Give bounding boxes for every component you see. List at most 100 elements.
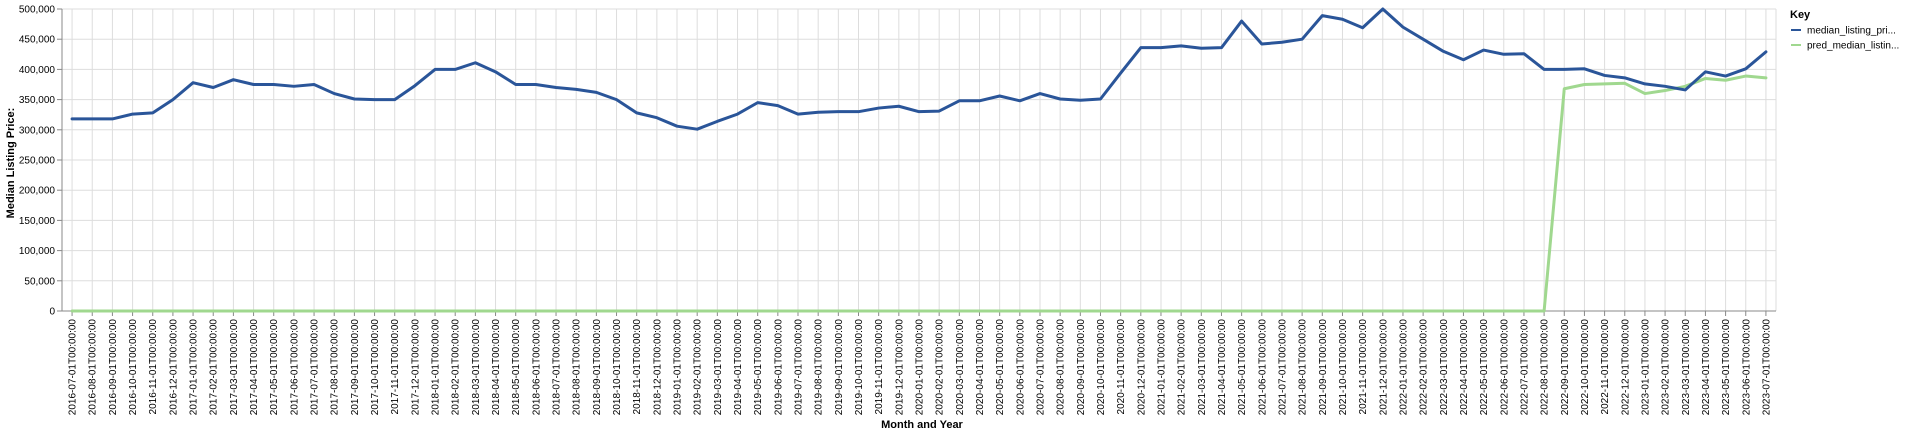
x-tick-label: 2019-11-01T00:00:00	[874, 319, 885, 415]
x-tick-label: 2018-01-01T00:00:00	[431, 319, 442, 416]
legend: Key median_listing_pri... pred_median_lis…	[1790, 9, 1899, 52]
grid-lines	[62, 8, 1777, 312]
legend-items: median_listing_pri... pred_median_listin.…	[1791, 26, 1899, 52]
x-tick-label: 2018-07-01T00:00:00	[552, 319, 563, 416]
x-tick-label: 2022-03-01T00:00:00	[1439, 319, 1450, 416]
x-tick-label: 2021-10-01T00:00:00	[1338, 319, 1349, 416]
x-tick-label: 2017-03-01T00:00:00	[229, 319, 240, 416]
y-axis-title: Median Listing Price:	[5, 108, 17, 219]
x-tick-label: 2016-07-01T00:00:00	[68, 319, 79, 416]
x-tick-label: 2018-06-01T00:00:00	[531, 319, 542, 416]
x-tick-label: 2020-09-01T00:00:00	[1076, 319, 1087, 416]
x-tick-label: 2020-11-01T00:00:00	[1116, 319, 1127, 415]
x-tick-label: 2020-10-01T00:00:00	[1096, 319, 1107, 416]
x-tick-label: 2017-09-01T00:00:00	[350, 319, 361, 416]
x-tick-label: 2018-03-01T00:00:00	[471, 319, 482, 416]
x-tick-label: 2018-12-01T00:00:00	[652, 319, 663, 416]
x-tick-label: 2019-08-01T00:00:00	[814, 319, 825, 416]
y-tick-label: 300,000	[19, 125, 56, 136]
y-tick-label: 350,000	[19, 95, 56, 106]
x-tick-label: 2020-04-01T00:00:00	[975, 319, 986, 416]
x-tick-label: 2022-12-01T00:00:00	[1620, 319, 1631, 416]
x-tick-label: 2019-04-01T00:00:00	[733, 319, 744, 416]
x-tick-label: 2022-09-01T00:00:00	[1560, 319, 1571, 416]
x-tick-label: 2018-10-01T00:00:00	[612, 319, 623, 416]
x-tick-label: 2016-09-01T00:00:00	[108, 319, 119, 416]
x-tick-label: 2021-02-01T00:00:00	[1177, 319, 1188, 416]
x-tick-label: 2016-12-01T00:00:00	[168, 319, 179, 416]
series-line-pred-median-listin	[70, 74, 1768, 313]
x-tick-label: 2020-12-01T00:00:00	[1136, 319, 1147, 416]
x-tick-label: 2023-04-01T00:00:00	[1701, 319, 1712, 416]
y-tick-label: 500,000	[19, 5, 56, 16]
y-tick-label: 400,000	[19, 65, 56, 76]
x-tick-label: 2022-01-01T00:00:00	[1398, 319, 1409, 416]
x-tick-label: 2021-11-01T00:00:00	[1358, 319, 1369, 415]
series-lines	[70, 7, 1768, 313]
x-tick-label: 2018-08-01T00:00:00	[572, 319, 583, 416]
legend-title: Key	[1790, 9, 1811, 21]
x-tick-label: 2020-06-01T00:00:00	[1015, 319, 1026, 416]
legend-label: pred_median_listin...	[1807, 41, 1899, 52]
x-tick-label: 2019-05-01T00:00:00	[753, 319, 764, 416]
x-tick-label: 2018-05-01T00:00:00	[511, 319, 522, 416]
x-tick-label: 2021-03-01T00:00:00	[1197, 319, 1208, 416]
x-tick-label: 2021-09-01T00:00:00	[1318, 319, 1329, 416]
x-tick-label: 2020-02-01T00:00:00	[935, 319, 946, 416]
y-tick-label: 250,000	[19, 156, 56, 167]
x-tick-label: 2019-01-01T00:00:00	[673, 319, 684, 416]
y-tick-label: 150,000	[19, 216, 56, 227]
x-tick-label: 2019-06-01T00:00:00	[773, 319, 784, 416]
x-tick-label: 2022-11-01T00:00:00	[1600, 319, 1611, 415]
y-tick-label: 50,000	[24, 276, 55, 287]
x-tick-label: 2023-05-01T00:00:00	[1721, 319, 1732, 416]
x-tick-label: 2021-04-01T00:00:00	[1217, 319, 1228, 416]
x-tick-label: 2017-06-01T00:00:00	[289, 319, 300, 416]
x-tick-label: 2021-01-01T00:00:00	[1156, 319, 1167, 416]
x-tick-label: 2018-02-01T00:00:00	[451, 319, 462, 416]
x-tick-label: 2021-12-01T00:00:00	[1378, 319, 1389, 416]
x-tick-label: 2017-11-01T00:00:00	[390, 319, 401, 415]
y-tick-label: 450,000	[19, 35, 56, 46]
x-tick-label: 2022-02-01T00:00:00	[1419, 319, 1430, 416]
x-tick-label: 2017-01-01T00:00:00	[189, 319, 200, 416]
x-tick-label: 2019-09-01T00:00:00	[834, 319, 845, 416]
x-tick-label: 2017-04-01T00:00:00	[249, 319, 260, 416]
y-tick-label: 0	[49, 307, 55, 318]
x-tick-label: 2023-01-01T00:00:00	[1640, 319, 1651, 416]
series-line-median-listing-pri	[70, 7, 1768, 131]
x-tick-label: 2016-08-01T00:00:00	[88, 319, 99, 416]
x-tick-label: 2021-08-01T00:00:00	[1298, 319, 1309, 416]
legend-label: median_listing_pri...	[1807, 26, 1896, 37]
x-tick-label: 2019-03-01T00:00:00	[713, 319, 724, 416]
x-tick-label: 2016-10-01T00:00:00	[128, 319, 139, 416]
x-tick-label: 2017-10-01T00:00:00	[370, 319, 381, 416]
y-tick-labels: 0 50,000 100,000 150,000 200,000 250,000 300,0…	[19, 5, 56, 318]
x-tick-label: 2019-02-01T00:00:00	[693, 319, 704, 416]
x-tick-label: 2020-07-01T00:00:00	[1035, 319, 1046, 416]
x-tick-label: 2020-08-01T00:00:00	[1056, 319, 1067, 416]
x-tick-label: 2018-04-01T00:00:00	[491, 319, 502, 416]
x-tick-label: 2020-03-01T00:00:00	[955, 319, 966, 416]
x-tick-label: 2017-07-01T00:00:00	[310, 319, 321, 416]
x-tick-label: 2023-02-01T00:00:00	[1661, 319, 1672, 416]
x-tick-label: 2017-02-01T00:00:00	[209, 319, 220, 416]
x-tick-label: 2021-06-01T00:00:00	[1257, 319, 1268, 416]
y-tick-label: 200,000	[19, 186, 56, 197]
x-tick-label: 2023-07-01T00:00:00	[1761, 319, 1772, 416]
x-tick-label: 2019-07-01T00:00:00	[794, 319, 805, 416]
x-tick-label: 2023-03-01T00:00:00	[1681, 319, 1692, 416]
x-tick-label: 2017-08-01T00:00:00	[330, 319, 341, 416]
x-tick-label: 2022-06-01T00:00:00	[1499, 319, 1510, 416]
x-tick-label: 2021-05-01T00:00:00	[1237, 319, 1248, 416]
x-tick-label: 2022-07-01T00:00:00	[1519, 319, 1530, 416]
x-tick-label: 2020-01-01T00:00:00	[915, 319, 926, 416]
y-tick-label: 100,000	[19, 246, 56, 257]
x-tick-label: 2021-07-01T00:00:00	[1277, 319, 1288, 416]
x-tick-label: 2022-10-01T00:00:00	[1580, 319, 1591, 416]
x-tick-label: 2017-12-01T00:00:00	[410, 319, 421, 416]
x-tick-label: 2018-09-01T00:00:00	[592, 319, 603, 416]
x-tick-label: 2023-06-01T00:00:00	[1741, 319, 1752, 416]
